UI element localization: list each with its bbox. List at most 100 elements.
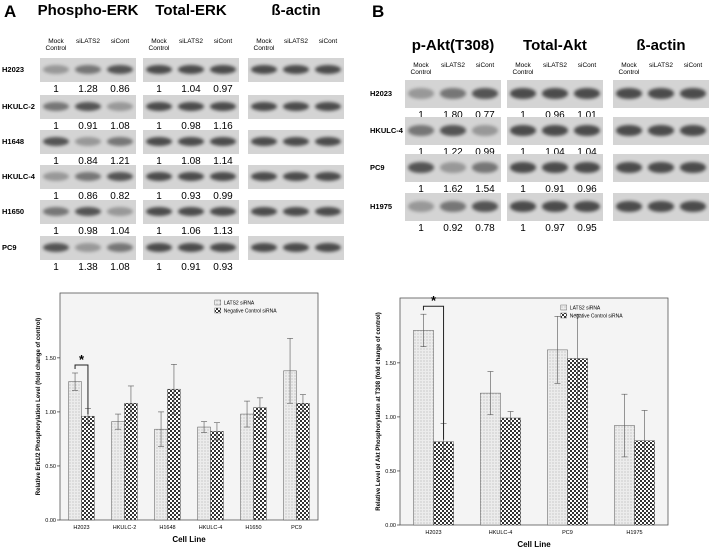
quant-value: 1.01: [577, 110, 597, 121]
quant-value: 0.96: [577, 184, 597, 195]
quant-value: 1: [418, 184, 424, 195]
quant-value: 0.77: [475, 110, 495, 121]
error-bar: [299, 394, 306, 413]
band: [107, 102, 133, 112]
quant-value: 0.82: [110, 191, 130, 202]
band: [542, 201, 568, 213]
band: [440, 125, 466, 137]
quant-value: 1: [53, 191, 59, 202]
quant-value: 1: [520, 147, 526, 158]
blot-strip: [143, 130, 239, 154]
y-tick-label: 1.50: [385, 361, 396, 367]
legend-label: Negative Control siRNA: [570, 314, 623, 320]
y-tick-label: 0.50: [45, 464, 56, 470]
band: [107, 243, 133, 253]
quant-value: 0.97: [213, 84, 233, 95]
blot-strip: [40, 58, 136, 82]
error-bar: [554, 316, 561, 384]
row-label: H1648: [2, 137, 25, 146]
quant-value: 0.86: [110, 84, 130, 95]
significance-bracket: [422, 305, 445, 440]
bar: [296, 403, 310, 521]
legend-swatch: [560, 304, 567, 311]
band: [75, 102, 101, 112]
y-axis-label: Relative Erk1/2 Phosphorylation Level (f…: [36, 318, 42, 495]
error-bar: [487, 371, 494, 416]
band: [146, 207, 172, 217]
quant-value: 1.08: [110, 262, 130, 273]
band: [43, 172, 69, 182]
lane-label: siCont: [213, 38, 233, 45]
band: [648, 88, 674, 100]
error-bar: [158, 411, 165, 447]
bar: [197, 426, 211, 521]
panel-label: A: [4, 2, 17, 21]
band: [510, 162, 536, 174]
band: [283, 65, 309, 75]
quant-value: 1: [418, 223, 424, 234]
band: [210, 65, 236, 75]
quant-value: 0.93: [181, 191, 201, 202]
panel-label: B: [372, 2, 385, 21]
band: [146, 137, 172, 147]
band: [75, 172, 101, 182]
blot-strip: [143, 58, 239, 82]
legend-label: LATS2 siRNA: [224, 301, 255, 307]
bar: [68, 381, 82, 521]
band: [315, 172, 341, 182]
x-tick-label: H1648: [159, 525, 175, 531]
lane-label: Mock Control: [253, 38, 275, 52]
blot-strip: [143, 200, 239, 224]
quant-value: 1: [156, 156, 162, 167]
quant-value: 0.86: [78, 191, 98, 202]
lane-label: Mock Control: [512, 62, 534, 76]
bar: [210, 431, 224, 521]
quant-value: 1.62: [443, 184, 463, 195]
group-title: ß-actin: [636, 37, 686, 54]
quant-value: 1: [53, 121, 59, 132]
blot-strip: [143, 95, 239, 119]
error-bar: [621, 393, 628, 458]
band: [315, 102, 341, 112]
significance-mark: *: [431, 293, 437, 308]
blot-strip: [40, 165, 136, 189]
blot-strip: [248, 58, 344, 82]
row-label: H1650: [2, 207, 25, 216]
quant-value: 1: [156, 121, 162, 132]
row-label: PC9: [2, 243, 17, 252]
quant-value: 0.96: [545, 110, 565, 121]
band: [43, 207, 69, 217]
quant-value: 0.92: [443, 223, 463, 234]
band: [574, 162, 600, 174]
lane-label: siCont: [683, 62, 703, 69]
bar: [500, 417, 521, 526]
group-title: p-Akt(T308): [411, 37, 495, 54]
band: [210, 102, 236, 112]
row-label: H2023: [2, 65, 25, 74]
quant-value: 0.93: [213, 262, 233, 273]
band: [210, 137, 236, 147]
quant-value: 1.16: [213, 121, 233, 132]
quant-value: 0.84: [78, 156, 98, 167]
band: [210, 243, 236, 253]
band: [146, 172, 172, 182]
band: [283, 137, 309, 147]
quant-value: 1: [520, 184, 526, 195]
legend-label: Negative Control siRNA: [224, 309, 277, 315]
band: [616, 125, 642, 137]
band: [251, 65, 277, 75]
row-label: H1975: [370, 202, 393, 211]
band: [440, 162, 466, 174]
quant-value: 1.28: [78, 84, 98, 95]
band: [283, 243, 309, 253]
x-tick-label: H2023: [425, 530, 441, 536]
legend-swatch: [560, 312, 567, 319]
bar: [240, 413, 254, 521]
band: [210, 172, 236, 182]
group-title: ß-actin: [271, 2, 321, 19]
quant-value: 0.98: [181, 121, 201, 132]
band: [315, 137, 341, 147]
quant-value: 1: [53, 156, 59, 167]
significance-bracket: [74, 364, 89, 415]
